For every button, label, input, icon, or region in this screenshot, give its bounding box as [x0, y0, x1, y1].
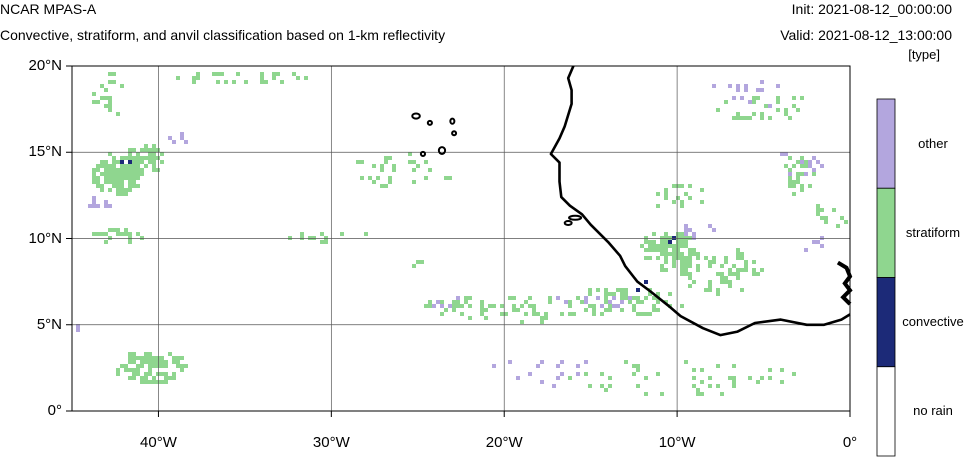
valid-time: Valid: 2021-08-12_13:00:00 [780, 27, 952, 43]
lat-tick-label: 0° [47, 402, 62, 419]
island-outline-2 [449, 117, 456, 125]
precip-region-stratiform-13 [92, 72, 124, 116]
precip-region-stratiform-14 [356, 152, 452, 188]
colorbar-swatch-other [876, 98, 896, 189]
west-africa-coastline [549, 65, 851, 337]
precip-region-other-26 [168, 132, 188, 144]
lat-tick-label: 10°N [28, 229, 62, 247]
precip-region-convective-29 [120, 160, 132, 164]
precip-region-convective-31 [636, 280, 648, 292]
precip-region-stratiform-2 [92, 228, 144, 244]
colorbar-label-no-rain: no rain [913, 403, 953, 419]
precip-region-stratiform-17 [440, 296, 472, 308]
precip-region-stratiform-11 [568, 360, 796, 396]
init-time: Init: 2021-08-12_00:00:00 [791, 1, 952, 17]
precip-region-stratiform-18 [816, 204, 848, 228]
colorbar-label-stratiform: stratiform [905, 224, 961, 240]
lon-tick-label: 40°W [140, 434, 177, 451]
island-outline-0 [411, 112, 421, 120]
precip-region-other-20 [684, 224, 716, 240]
precip-region-convective-30 [668, 236, 676, 244]
island-outline-6 [568, 214, 583, 221]
precip-region-stratiform-6 [680, 248, 764, 296]
island-outline-7 [563, 219, 573, 226]
precip-region-stratiform-1 [128, 144, 164, 176]
colorbar-swatch-convective [876, 277, 896, 368]
colorbar-units-label: [type] [908, 47, 940, 62]
coastline-fragment-0 [836, 260, 853, 306]
model-title: NCAR MPAS-A [0, 1, 97, 17]
colorbar [876, 98, 896, 457]
precip-region-stratiform-12 [176, 72, 308, 84]
coastline-layer [411, 65, 853, 337]
precip-region-other-21 [780, 152, 824, 176]
lon-tick-label: 20°W [485, 434, 523, 451]
colorbar-swatch-no-rain [876, 366, 896, 457]
graticule [72, 66, 850, 411]
lat-tick-label: 5°N [36, 315, 62, 333]
precip-region-other-19 [88, 196, 112, 208]
precip-region-stratiform-16 [412, 260, 424, 268]
lon-tick-label: 10°W [658, 434, 696, 451]
precip-region-other-23 [432, 296, 460, 308]
axis-ticks [66, 65, 851, 417]
lon-tick-label: 0° [842, 434, 858, 451]
precip-region-other-22 [556, 296, 632, 308]
precip-region-other-28 [804, 236, 824, 252]
plot-subtitle: Convective, stratiform, and anvil classi… [0, 27, 446, 43]
precip-region-other-24 [492, 360, 588, 388]
precip-region-stratiform-8 [656, 184, 704, 208]
lat-tick-label: 15°N [28, 143, 62, 161]
colorbar-label-convective: convective [902, 314, 964, 330]
precip-region-stratiform-9 [716, 96, 804, 120]
precip-region-stratiform-10 [424, 296, 588, 324]
precip-region-other-27 [76, 324, 80, 332]
precip-region-stratiform-3 [116, 352, 188, 384]
lon-tick-label: 30°W [312, 434, 350, 451]
island-outline-3 [451, 130, 458, 137]
precip-region-other-25 [712, 80, 780, 108]
lat-tick-label: 20°N [28, 57, 62, 74]
island-outline-1 [426, 119, 433, 126]
island-outline-5 [437, 146, 447, 155]
colorbar-swatch-stratiform [876, 187, 896, 278]
island-outline-4 [419, 150, 427, 158]
precipitation-classification-layer [76, 72, 848, 396]
precip-region-stratiform-15 [288, 232, 368, 244]
colorbar-label-other: other [918, 135, 948, 151]
